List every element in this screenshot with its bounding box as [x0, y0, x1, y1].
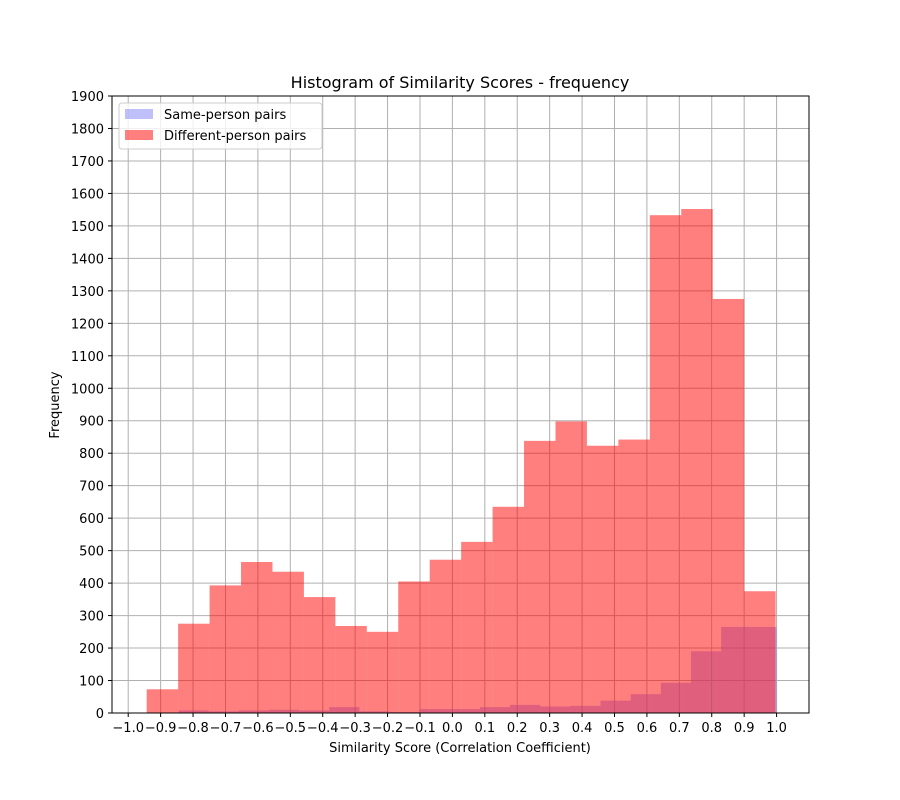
- x-tick-label-2: −0.8: [177, 721, 209, 736]
- bar-different-person-pairs-0: [146, 689, 179, 713]
- y-tick-label-9: 900: [79, 415, 104, 430]
- y-tick-label-8: 800: [79, 447, 104, 462]
- bar-different-person-pairs-4: [272, 571, 304, 713]
- bar-different-person-pairs-12: [524, 440, 556, 713]
- x-tick-label-20: 1.0: [766, 721, 787, 736]
- bar-different-person-pairs-10: [461, 541, 493, 713]
- bar-different-person-pairs-9: [429, 559, 462, 713]
- x-tick-label-7: −0.3: [339, 721, 371, 736]
- x-tick-label-6: −0.4: [307, 721, 339, 736]
- bar-different-person-pairs-13: [555, 421, 587, 713]
- y-tick-label-1: 100: [79, 675, 104, 690]
- x-axis-ticks: −1.0 −0.9 −0.8 −0.7 −0.6 −0.5 −0.4 −0.3 −0.2 −0.1…: [112, 713, 787, 736]
- y-tick-label-18: 1800: [71, 122, 104, 137]
- x-tick-label-14: 0.4: [572, 721, 593, 736]
- bar-different-person-pairs-19: [744, 591, 776, 713]
- y-tick-label-11: 1100: [71, 350, 104, 365]
- bar-different-person-pairs-14: [586, 445, 619, 713]
- legend: Same-person pairs Different-person pairs: [118, 102, 323, 150]
- y-tick-label-5: 500: [79, 545, 104, 560]
- x-tick-label-15: 0.5: [604, 721, 625, 736]
- y-tick-label-14: 1400: [71, 252, 104, 267]
- x-tick-label-10: 0.0: [442, 721, 463, 736]
- y-tick-label-7: 700: [79, 480, 104, 495]
- y-axis-label: Frequency: [48, 371, 63, 438]
- y-tick-label-13: 1300: [71, 285, 104, 300]
- bar-different-person-pairs-15: [618, 439, 650, 713]
- x-tick-label-3: −0.7: [210, 721, 242, 736]
- y-tick-label-3: 300: [79, 610, 104, 625]
- y-tick-label-2: 200: [79, 642, 104, 657]
- x-tick-label-18: 0.8: [701, 721, 722, 736]
- bar-different-person-pairs-17: [681, 209, 713, 713]
- bar-different-person-pairs-11: [492, 506, 525, 713]
- x-axis-label: Similarity Score (Correlation Coefficien…: [329, 741, 591, 756]
- bars: [146, 209, 777, 714]
- legend-label-different-person: Different-person pairs: [164, 129, 307, 144]
- y-tick-label-15: 1500: [71, 220, 104, 235]
- x-tick-label-19: 0.9: [734, 721, 755, 736]
- x-tick-label-0: −1.0: [112, 721, 144, 736]
- x-tick-label-12: 0.2: [507, 721, 528, 736]
- bar-different-person-pairs-2: [209, 585, 242, 713]
- bar-different-person-pairs-6: [335, 625, 367, 713]
- x-tick-label-4: −0.6: [242, 721, 274, 736]
- y-tick-label-4: 400: [79, 577, 104, 592]
- y-tick-label-17: 1700: [71, 155, 104, 170]
- y-tick-label-10: 1000: [71, 382, 104, 397]
- y-tick-label-12: 1200: [71, 317, 104, 332]
- bar-different-person-pairs-3: [241, 561, 273, 713]
- x-tick-label-1: −0.9: [145, 721, 177, 736]
- x-tick-label-16: 0.6: [637, 721, 658, 736]
- bar-different-person-pairs-7: [366, 631, 399, 713]
- y-tick-label-6: 600: [79, 512, 104, 527]
- y-tick-label-16: 1600: [71, 187, 104, 202]
- x-tick-label-17: 0.7: [669, 721, 690, 736]
- legend-swatch-same-person: [125, 109, 153, 119]
- x-tick-label-11: 0.1: [474, 721, 495, 736]
- legend-box: [118, 102, 323, 150]
- x-tick-label-9: −0.1: [404, 721, 436, 736]
- y-tick-label-19: 1900: [71, 90, 104, 105]
- legend-label-same-person: Same-person pairs: [164, 108, 286, 123]
- chart-title: Histogram of Similarity Scores - frequen…: [291, 73, 630, 92]
- y-tick-label-0: 0: [96, 707, 104, 722]
- x-tick-label-8: −0.2: [372, 721, 404, 736]
- bar-different-person-pairs-5: [303, 597, 336, 713]
- bar-different-person-pairs-1: [178, 623, 210, 713]
- y-axis-ticks: 0 100 200 300 400 500 600 700 800 900 1000 1100 1200…: [71, 90, 112, 722]
- x-tick-label-5: −0.5: [275, 721, 307, 736]
- plot-frame: [111, 95, 810, 714]
- bar-different-person-pairs-16: [649, 215, 682, 714]
- bar-different-person-pairs-18: [712, 298, 745, 713]
- legend-swatch-different-person: [125, 130, 153, 140]
- bar-different-person-pairs-8: [398, 581, 430, 713]
- x-tick-label-13: 0.3: [539, 721, 560, 736]
